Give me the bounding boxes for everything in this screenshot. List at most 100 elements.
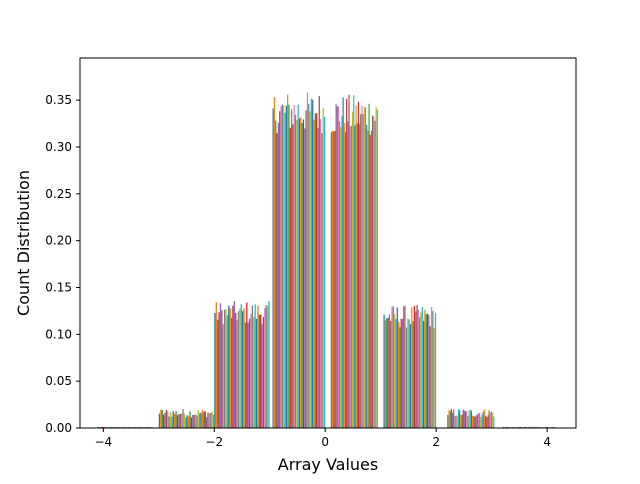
histogram-bar [348,94,350,428]
histogram-bar [273,97,276,428]
histogram-bar [207,412,209,428]
histogram-bar [452,412,454,428]
histogram-bar [383,314,385,428]
y-tick-label: 0.10 [45,327,72,341]
histogram-bar [283,105,285,428]
histogram-bar [208,413,211,428]
histogram-bar [235,312,237,428]
histogram-bar [411,307,413,428]
histogram-bar [298,118,301,429]
histogram-bar [309,111,311,428]
histogram-bar [316,113,318,428]
histogram-bar [417,309,419,428]
x-tick-label: 0 [321,435,329,449]
histogram-bar [523,426,526,428]
histogram-bar [287,94,289,428]
histogram-bar [400,318,402,428]
histogram-bar [183,413,186,428]
histogram-bar [479,413,481,428]
histogram-bar [268,301,270,428]
histogram-bar [167,411,169,428]
histogram-bar [461,414,463,428]
histogram-bar [493,416,495,428]
histogram-bar [275,120,277,428]
histogram-bar [158,413,161,428]
histogram-bar [333,131,335,428]
histogram-bar [185,417,187,428]
histogram-bar [476,414,478,428]
histogram-bar [454,415,456,428]
histogram-bar [203,411,205,428]
histogram-bar [544,426,547,428]
histogram-bar [264,307,266,428]
histogram-bar [364,107,367,429]
histogram-bar [250,313,252,428]
histogram-bar [455,416,457,428]
histogram-bar [160,409,162,428]
histogram-bar [355,105,357,428]
histogram-bar [178,414,180,428]
histogram-bar [416,305,418,428]
histogram-bar [258,314,260,428]
histogram-bar [359,124,361,428]
histogram-bar [347,121,349,428]
histogram-bar [147,426,150,428]
histogram-bar [228,305,230,428]
histogram-bar [277,122,280,428]
histogram-bar [211,411,213,428]
histogram-bar [246,302,248,428]
histogram-bar [502,426,505,428]
x-tick-label: 2 [432,435,440,449]
histogram-bar [373,116,375,428]
y-tick-label: 0.00 [45,421,72,435]
histogram-bar [122,426,125,428]
histogram-bar [401,318,404,428]
histogram-bar [387,318,389,428]
histogram-bar [101,426,104,428]
histogram-bar [346,98,348,429]
histogram-bar [337,106,339,428]
histogram-bar [232,305,234,428]
histogram-bar [468,410,470,428]
histogram-bar [518,426,520,428]
plot-frame [79,57,577,429]
histogram-bar [297,104,299,428]
histogram-bar [397,321,400,428]
histogram-bar [237,311,240,428]
histogram-bar [447,414,449,428]
histogram-bar [194,413,197,428]
histogram-bar [392,306,394,428]
histogram-bar [204,411,206,428]
histogram-bar [432,310,434,428]
histogram-bar [182,409,184,428]
histogram-bar [305,110,307,428]
histogram-bar [390,320,392,428]
histogram-bar [196,415,198,428]
y-tick-label: 0.05 [45,374,72,388]
histogram-bar [104,426,107,428]
histogram-bar [230,317,233,428]
histogram-bar [519,426,522,428]
histogram-bar [247,322,249,428]
histogram-bar [289,127,291,428]
histogram-bar [321,133,323,428]
histogram-bar [133,426,136,428]
histogram-bar [426,313,429,428]
histogram-bar [460,415,462,428]
histogram-bar [279,111,281,428]
histogram-bar [335,103,337,428]
histogram-bar [375,106,377,429]
histogram-bar [464,411,467,428]
histogram-bar [296,119,298,428]
histogram-bar [552,426,555,428]
histogram-bar [168,416,170,428]
histogram-bar [394,313,396,428]
histogram-bar [413,305,416,428]
histogram-bar [313,119,315,429]
histogram-bar [448,410,450,428]
histogram-bar [169,412,172,428]
histogram-bar [361,105,363,429]
x-tick-label: 4 [543,435,551,449]
